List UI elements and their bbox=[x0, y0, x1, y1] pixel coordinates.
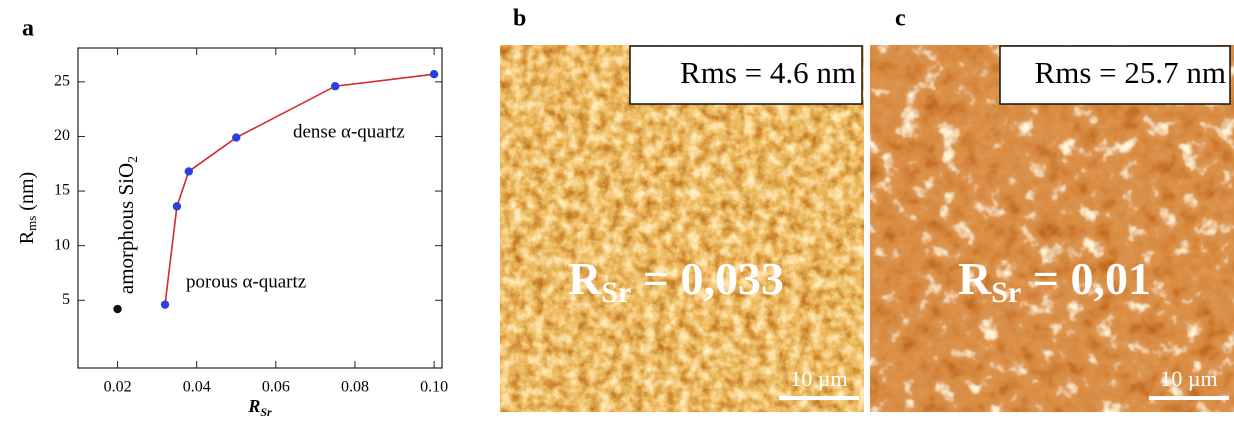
rsr-sub: Sr bbox=[601, 276, 631, 309]
x-axis-label: RSr bbox=[247, 396, 272, 419]
rms-box bbox=[999, 45, 1231, 105]
data-point bbox=[113, 304, 122, 314]
y-tick-label: 25 bbox=[54, 73, 70, 90]
data-point bbox=[160, 300, 170, 309]
rsr-rest: = 0,033 bbox=[631, 253, 784, 304]
x-label-sub: Sr bbox=[260, 405, 272, 419]
annotation-sub: 2 bbox=[126, 156, 141, 163]
y-axis-label: Rms (nm) bbox=[16, 172, 39, 244]
x-tick-label: 0.08 bbox=[341, 379, 369, 396]
panel-label: a bbox=[22, 16, 34, 42]
scale-bar-label: 10 µm bbox=[790, 366, 847, 391]
y-tick-label: 10 bbox=[54, 236, 70, 253]
rsr-sub: Sr bbox=[991, 276, 1021, 309]
y-tick-label: 20 bbox=[54, 127, 70, 144]
y-label-unit: (nm) bbox=[16, 172, 38, 216]
rms-box bbox=[629, 45, 863, 105]
scale-bar-label: 10 µm bbox=[1160, 366, 1217, 391]
x-tick-label: 0.06 bbox=[262, 379, 290, 396]
scale-bar bbox=[1149, 396, 1229, 400]
y-tick-label: 5 bbox=[62, 291, 70, 308]
data-point bbox=[184, 167, 193, 176]
x-tick-label: 0.10 bbox=[420, 379, 448, 396]
data-point bbox=[232, 133, 241, 142]
annotation: porous α-quartz bbox=[186, 271, 306, 292]
data-point bbox=[429, 70, 439, 79]
rsr-rest: = 0,01 bbox=[1021, 253, 1151, 304]
rsr-label: RSr = 0,01 bbox=[958, 253, 1151, 309]
x-tick-label: 0.02 bbox=[104, 379, 132, 396]
x-label-main: R bbox=[247, 396, 260, 416]
annotation-main: amorphous SiO bbox=[114, 163, 138, 294]
data-point bbox=[172, 202, 182, 211]
data-line bbox=[164, 73, 435, 305]
annotation: amorphous SiO2 bbox=[114, 156, 141, 294]
x-tick-label: 0.04 bbox=[183, 379, 211, 396]
rsr-main: R bbox=[568, 253, 602, 304]
panel-label: c bbox=[895, 6, 906, 32]
y-label-sub: ms bbox=[24, 216, 39, 231]
data-point bbox=[330, 82, 340, 91]
y-label-main: R bbox=[16, 230, 38, 244]
annotation: dense α-quartz bbox=[293, 121, 405, 142]
afm-image bbox=[870, 45, 1234, 412]
rsr-label: RSr = 0,033 bbox=[568, 253, 784, 309]
rms-label: Rms = 25.7 nm bbox=[1035, 55, 1226, 90]
panel-label: b bbox=[513, 6, 526, 32]
rsr-main: R bbox=[958, 253, 992, 304]
scale-bar bbox=[779, 396, 859, 400]
y-tick-label: 15 bbox=[54, 182, 70, 199]
plot-frame bbox=[77, 47, 443, 369]
rms-label: Rms = 4.6 nm bbox=[680, 55, 856, 90]
afm-image bbox=[500, 45, 864, 412]
